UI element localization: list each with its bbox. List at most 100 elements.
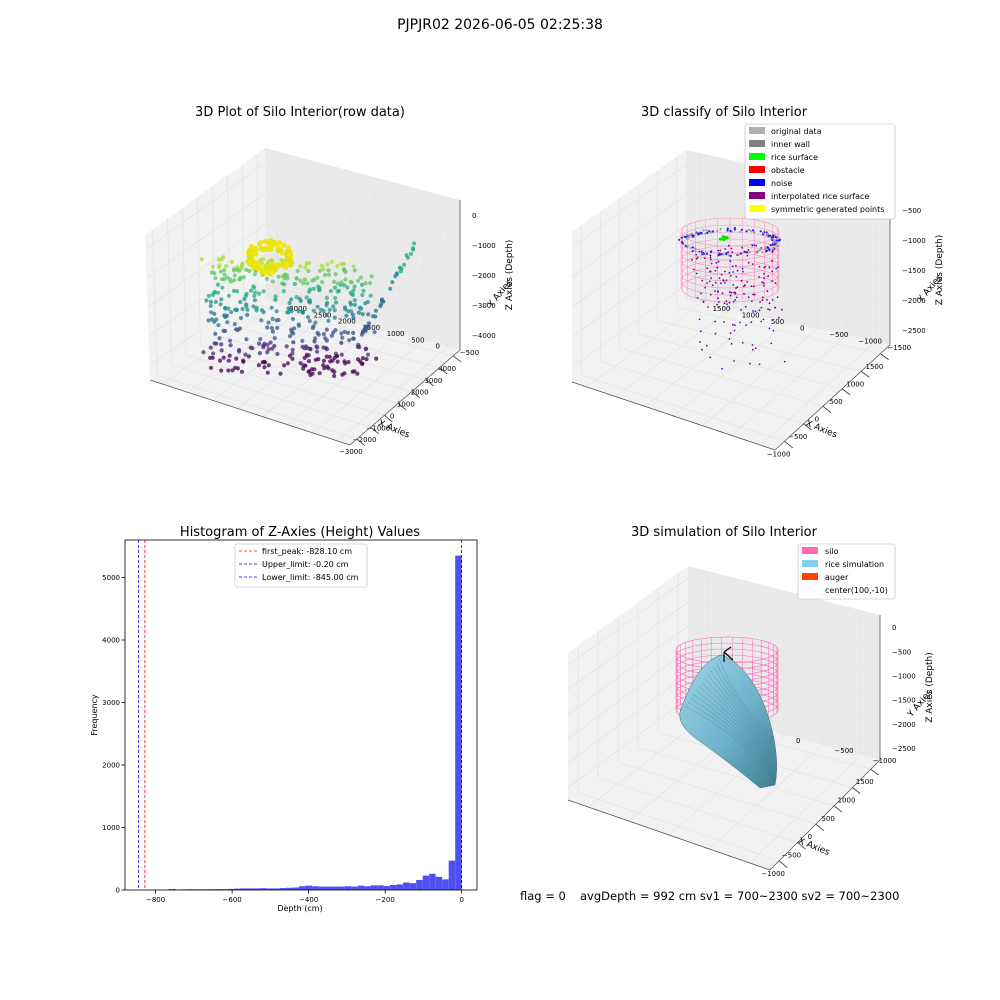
panel1-point	[267, 245, 273, 251]
panel1-point	[245, 312, 250, 317]
panel2-point	[698, 318, 701, 321]
panel4-tick-x	[870, 768, 879, 776]
panel3-bar	[364, 886, 371, 890]
panel2-grid-z	[685, 284, 891, 331]
panel3-bar	[429, 873, 436, 890]
panel1-x-tick-label: −2000	[353, 436, 377, 444]
panel1-point	[290, 356, 295, 361]
panel2-grid-y	[615, 309, 730, 397]
panel4-legend-label: silo	[825, 547, 839, 556]
panel1-point	[263, 265, 269, 271]
panel2-point	[691, 250, 694, 253]
panel4-mesh-line	[713, 666, 773, 742]
panel4-rice-mesh	[684, 658, 775, 782]
panel2-z-axis-label: Z Axies (Depth)	[935, 235, 945, 306]
panel3-legend-label: Upper_limit: -0.20 cm	[262, 560, 349, 569]
panel2-point	[730, 291, 733, 294]
panel3-bar	[396, 884, 404, 891]
panel2-point	[768, 266, 771, 269]
panel1-point	[355, 357, 361, 362]
panel1-point	[339, 352, 344, 357]
panel3-bar	[422, 875, 430, 891]
panel1-y-tick-label: 1000	[387, 330, 405, 338]
panel1-point	[235, 289, 240, 294]
panel1-point	[378, 304, 383, 309]
panel1-point	[221, 328, 226, 333]
panel1-point	[222, 313, 227, 318]
panel1-point	[287, 353, 293, 358]
panel2-point	[731, 251, 734, 254]
panel2-z-tick-label: −2000	[902, 297, 926, 305]
panel2-point	[701, 348, 703, 351]
panel3-bar	[312, 886, 319, 890]
panel4-mesh-line	[698, 686, 774, 762]
panel1-point	[374, 308, 378, 313]
panel3-bar	[455, 555, 462, 891]
panel1-point	[218, 269, 223, 274]
panel1-point	[324, 295, 329, 300]
panel1-point	[217, 336, 222, 341]
panel2-x-tick-label: 500	[829, 398, 842, 406]
panel1-tick-x	[370, 426, 379, 434]
panel1-point	[394, 272, 399, 277]
panel1-point	[260, 360, 265, 365]
panel1-point	[276, 274, 281, 279]
panel1-point	[296, 323, 302, 328]
panel1-z-tick-label: −1000	[472, 242, 496, 250]
panel1-point	[246, 254, 252, 260]
panel1-point	[360, 312, 365, 317]
panel2-x-tick-label: 0	[815, 415, 819, 423]
panel2-point	[733, 360, 735, 362]
panel1-point	[326, 318, 331, 323]
panel1-point	[247, 248, 253, 254]
panel2-point	[728, 272, 731, 274]
panel1-point	[317, 268, 322, 273]
panel1-point	[229, 259, 234, 264]
panel1-point	[331, 304, 336, 309]
panel1-point	[312, 339, 317, 344]
panel4-title: 3D simulation of Silo Interior	[631, 525, 818, 540]
panel2-point	[723, 302, 726, 305]
panel2-grid-y	[760, 341, 876, 446]
panel1-point	[253, 290, 258, 295]
panel1-z-axis-label: Z Axies (Depth)	[505, 240, 515, 311]
panel1-point	[276, 262, 282, 268]
panel1-point	[326, 272, 331, 277]
panel1-point	[248, 243, 254, 250]
panel2-point	[690, 232, 693, 235]
panel1-point	[222, 268, 227, 273]
panel3-bars	[136, 555, 462, 891]
panel2-point	[741, 342, 744, 344]
panel1-point	[237, 277, 242, 282]
panel2-point	[680, 241, 684, 244]
panel2-point	[739, 252, 743, 255]
panel1-point	[286, 306, 291, 311]
panel2-point	[746, 254, 749, 257]
panel3-bar	[273, 888, 280, 890]
panel4-y-tick-label: −500	[834, 747, 853, 755]
panel1-point	[332, 315, 337, 320]
panel2-z-tick-label: −2500	[902, 327, 926, 335]
panel1-point	[281, 289, 286, 294]
panel2-point	[727, 254, 731, 257]
panel3-y-tick-label: 0	[116, 887, 120, 895]
panel4-x-tick-label: −1000	[761, 870, 785, 878]
panel2-tick-x	[880, 353, 889, 360]
panel1-point	[290, 347, 295, 352]
panel2-point	[751, 244, 754, 247]
panel1-point	[317, 371, 322, 376]
panel1-point	[283, 272, 288, 277]
panel4-auger-arm	[723, 646, 732, 653]
panel2-point	[774, 306, 776, 309]
panel1-point	[258, 337, 263, 342]
panel1-point	[220, 277, 225, 282]
panel1-point	[281, 242, 287, 248]
panel1-axis-y	[149, 379, 351, 446]
panel2-point	[723, 321, 725, 323]
panel2-point	[717, 291, 719, 293]
panel2-legend-swatch	[749, 192, 765, 199]
panel1-point	[220, 285, 225, 290]
panel2-point	[758, 276, 760, 278]
panel1-point	[216, 264, 222, 270]
panel2-point	[710, 277, 712, 279]
